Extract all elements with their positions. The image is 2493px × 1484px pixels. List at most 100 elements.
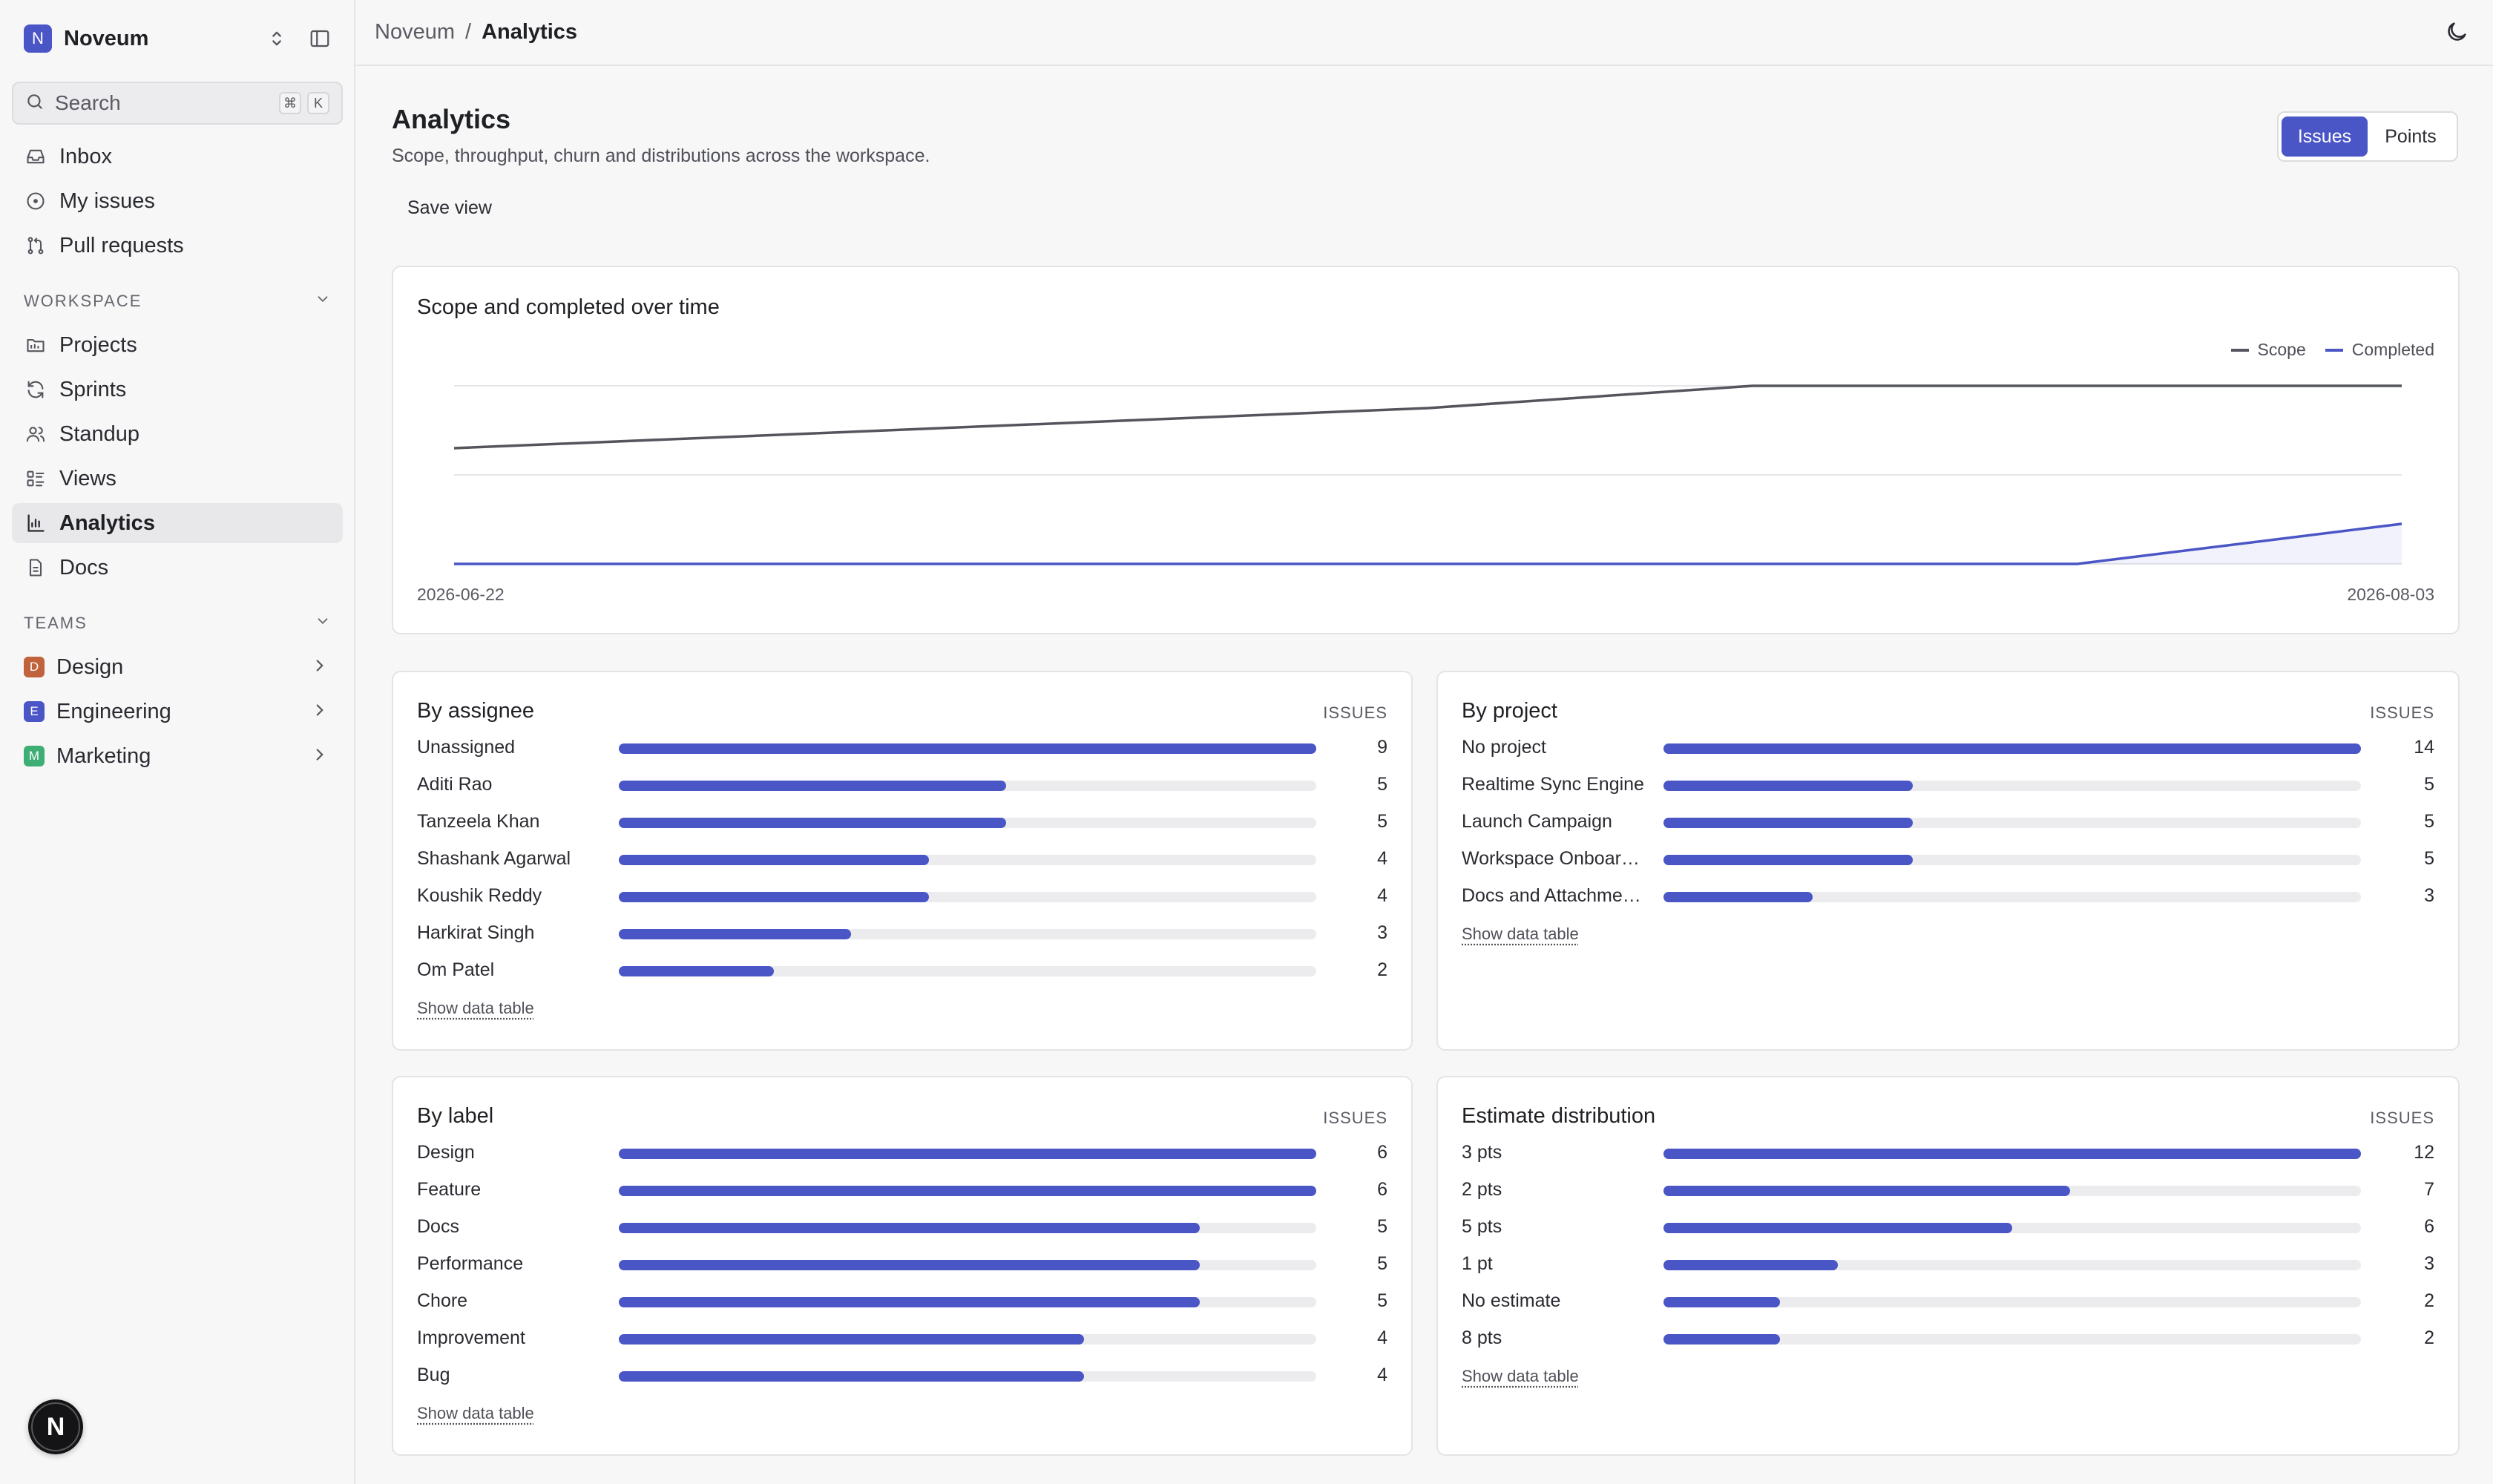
bar-value: 3	[1377, 922, 1387, 943]
bar-value: 5	[1377, 1290, 1387, 1311]
team-label: Design	[56, 654, 124, 679]
cycle-icon	[24, 378, 47, 401]
bar-value: 5	[1377, 1253, 1387, 1274]
toggle-issues[interactable]: Issues	[2282, 116, 2368, 157]
toggle-points[interactable]: Points	[2385, 125, 2437, 147]
bar-row-no-project: No project 14	[1462, 736, 2434, 758]
nav-item-docs[interactable]: Docs	[12, 548, 343, 588]
chevron-right-icon[interactable]	[310, 745, 329, 768]
bar-row-realtime-sync-engine: Realtime Sync Engine 5	[1462, 773, 2434, 795]
show-data-table-link[interactable]: Show data table	[417, 999, 534, 1017]
bar-fill	[619, 1297, 1200, 1307]
bar-row-tanzeela-khan: Tanzeela Khan 5	[417, 810, 1387, 833]
bar-track	[1663, 818, 2361, 828]
nav-item-sprints[interactable]: Sprints	[12, 370, 343, 410]
bar-fill	[1663, 818, 1913, 828]
workspace-logo: N	[24, 24, 52, 53]
bar-fill	[1663, 1297, 1780, 1307]
bar-value: 7	[2424, 1179, 2434, 1200]
card-unit-label: ISSUES	[1323, 703, 1387, 722]
bar-row-harkirat-singh: Harkirat Singh 3	[417, 922, 1387, 944]
bar-track	[1663, 1186, 2361, 1196]
moon-icon[interactable]	[2444, 19, 2469, 48]
bar-fill	[619, 1260, 1200, 1270]
bar-track	[619, 1297, 1316, 1307]
teams-section-header[interactable]: TEAMS	[24, 613, 331, 633]
legend-label: Completed	[2351, 340, 2434, 359]
workspace-switcher[interactable]: N Noveum	[24, 22, 335, 55]
bar-row-shashank-agarwal: Shashank Agarwal 4	[417, 847, 1387, 870]
team-badge: E	[24, 701, 45, 722]
bar-label: 8 pts	[1462, 1327, 1502, 1348]
bar-row-docs: Docs 5	[417, 1215, 1387, 1238]
bar-fill	[1663, 743, 2361, 754]
bar-value: 5	[1377, 774, 1387, 795]
bar-value: 6	[1377, 1142, 1387, 1163]
bar-row-5-pts: 5 pts 6	[1462, 1215, 2434, 1238]
save-view-button[interactable]: Save view	[407, 197, 492, 218]
bar-row-1-pt: 1 pt 3	[1462, 1252, 2434, 1275]
sidebar-toggle-icon[interactable]	[305, 24, 335, 53]
nav-item-my-issues[interactable]: My issues	[12, 181, 343, 221]
team-badge: M	[24, 746, 45, 766]
inbox-icon	[24, 145, 47, 168]
team-item-engineering[interactable]: E Engineering	[12, 692, 343, 732]
bar-fill	[1663, 1223, 2012, 1233]
bar-track	[619, 1371, 1316, 1382]
bar-fill	[1663, 1186, 2071, 1196]
card-unit-label: ISSUES	[1323, 1109, 1387, 1127]
bar-value: 4	[1377, 885, 1387, 906]
nav-item-analytics[interactable]: Analytics	[12, 503, 343, 543]
nav-item-pull-requests[interactable]: Pull requests	[12, 226, 343, 266]
breadcrumb-root[interactable]: Noveum	[375, 20, 455, 44]
bar-label: 2 pts	[1462, 1179, 1502, 1200]
team-label: Marketing	[56, 743, 151, 768]
team-item-marketing[interactable]: M Marketing	[12, 736, 343, 776]
search-placeholder: Search	[55, 91, 121, 114]
bar-track	[1663, 1297, 2361, 1307]
chevron-right-icon[interactable]	[310, 700, 329, 723]
bar-track	[1663, 1334, 2361, 1345]
chevron-up-down-icon[interactable]	[262, 24, 292, 53]
nav-item-inbox[interactable]: Inbox	[12, 137, 343, 177]
nav-item-views[interactable]: Views	[12, 459, 343, 499]
bar-row-om-patel: Om Patel 2	[417, 959, 1387, 981]
bar-fill	[619, 1371, 1084, 1382]
card-title: By assignee	[417, 699, 534, 723]
bar-fill	[1663, 1334, 1780, 1345]
bar-row-feature: Feature 6	[417, 1178, 1387, 1201]
series-line-completed	[454, 522, 2402, 565]
by-assignee-card: By assignee ISSUES Unassigned 9 Aditi Rao 5 Ta…	[392, 671, 1413, 1051]
bar-track	[619, 1260, 1316, 1270]
bar-label: Om Patel	[417, 959, 495, 980]
bar-value: 6	[1377, 1179, 1387, 1200]
bar-row-workspace-onboar: Workspace Onboar… 5	[1462, 847, 2434, 870]
show-data-table-link[interactable]: Show data table	[1462, 1367, 1579, 1385]
users-icon	[24, 422, 47, 446]
legend-swatch	[2230, 348, 2249, 352]
user-avatar-button[interactable]: N	[28, 1399, 83, 1454]
bar-label: Feature	[417, 1179, 482, 1200]
bar-label: Koushik Reddy	[417, 885, 542, 906]
estimate-distribution-card: Estimate distribution ISSUES 3 pts 12 2 pts 7…	[1436, 1076, 2460, 1456]
bar-value: 9	[1377, 737, 1387, 758]
bar-value: 12	[2414, 1142, 2434, 1163]
workspace-section-header[interactable]: WORKSPACE	[24, 291, 331, 311]
search-input[interactable]: Search ⌘ K	[12, 82, 343, 125]
bar-label: Chore	[417, 1290, 468, 1311]
bar-label: Bug	[417, 1365, 450, 1385]
bar-value: 4	[1377, 1327, 1387, 1348]
team-item-design[interactable]: D Design	[12, 647, 343, 687]
nav-item-projects[interactable]: Projects	[12, 325, 343, 365]
show-data-table-link[interactable]: Show data table	[1462, 925, 1579, 943]
breadcrumb-separator: /	[465, 20, 472, 44]
show-data-table-link[interactable]: Show data table	[417, 1404, 534, 1422]
bar-fill	[619, 1186, 1316, 1196]
legend-swatch	[2325, 348, 2343, 352]
bar-fill	[1663, 1149, 2361, 1159]
bar-value: 2	[2424, 1327, 2434, 1348]
bar-value: 5	[1377, 1216, 1387, 1237]
bar-value: 5	[2424, 774, 2434, 795]
nav-item-standup[interactable]: Standup	[12, 414, 343, 454]
chevron-right-icon[interactable]	[310, 656, 329, 679]
